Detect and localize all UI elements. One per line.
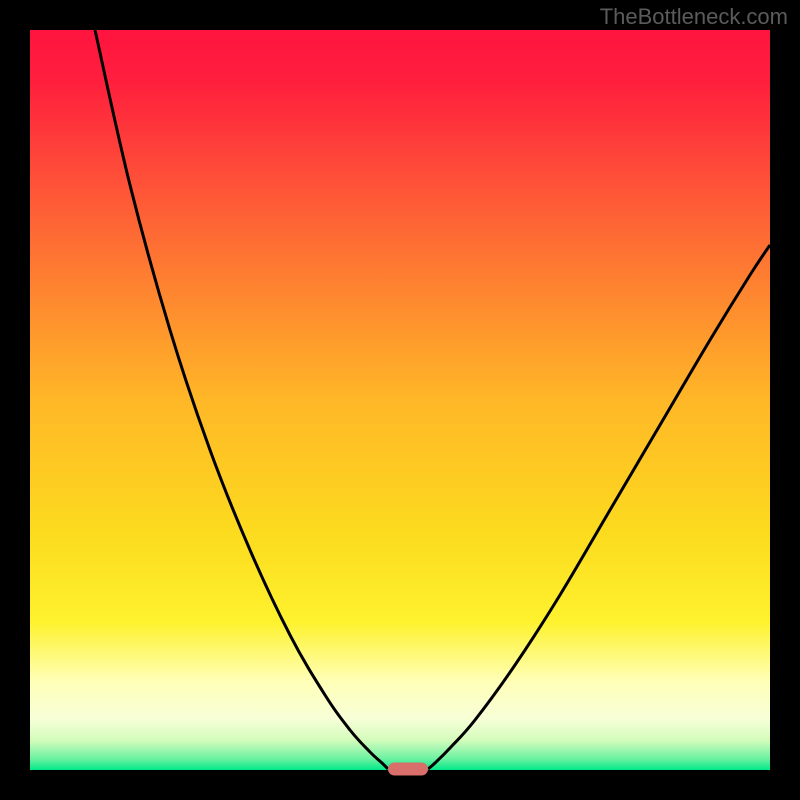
optimal-marker: [388, 763, 428, 776]
watermark-text: TheBottleneck.com: [600, 4, 788, 30]
chart-container: TheBottleneck.com: [0, 0, 800, 800]
plot-background: [30, 30, 770, 770]
bottleneck-chart: [0, 0, 800, 800]
